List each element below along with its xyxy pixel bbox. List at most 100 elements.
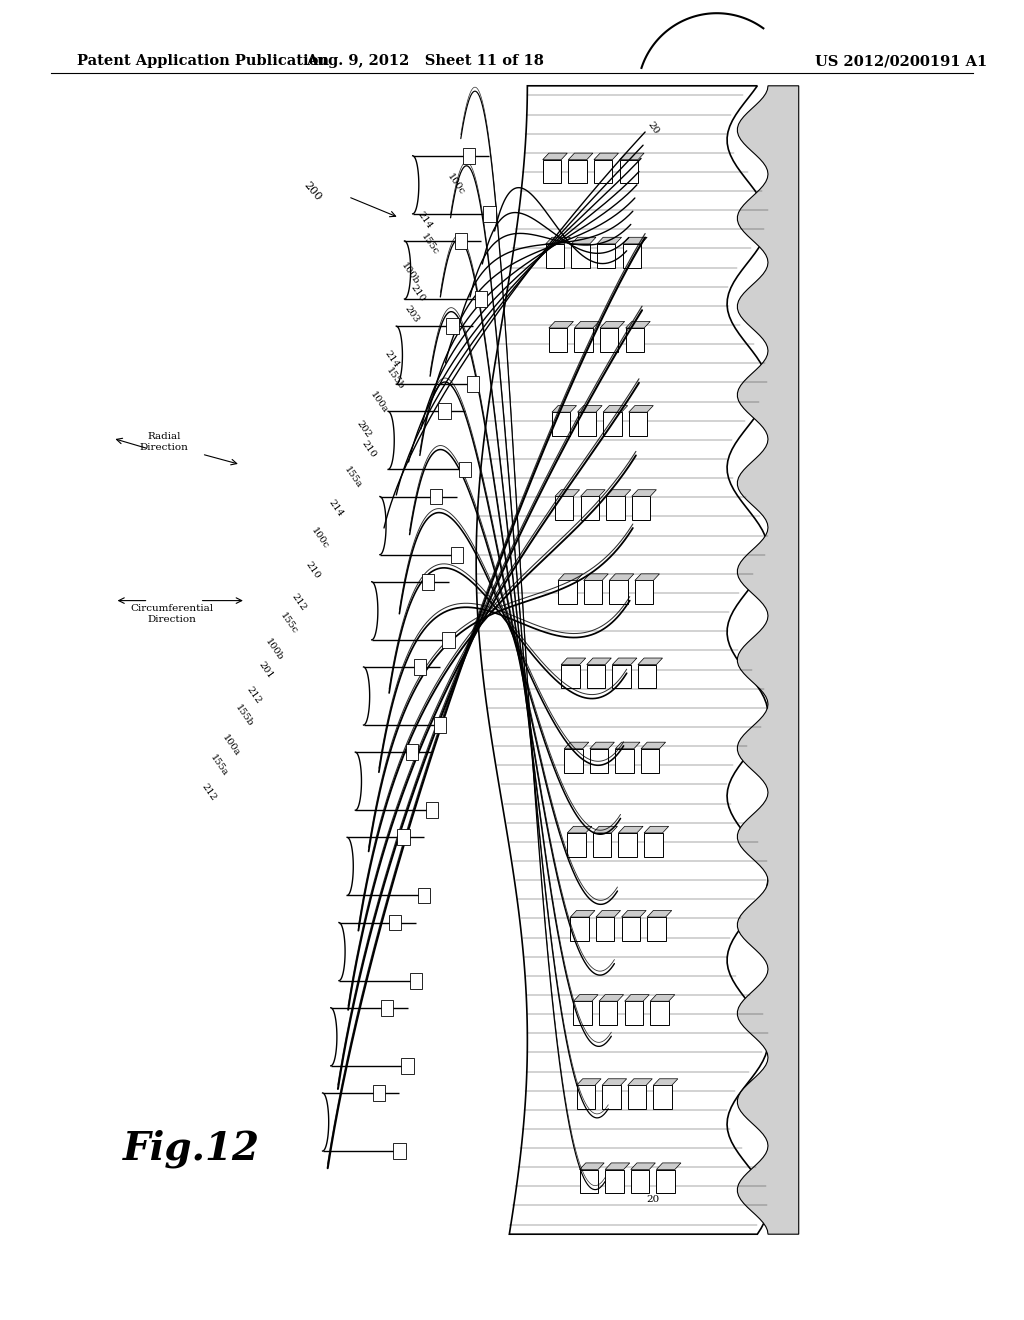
Polygon shape [543,153,567,160]
Polygon shape [597,238,622,244]
Polygon shape [626,321,650,327]
Text: 20: 20 [646,120,660,136]
Polygon shape [635,574,659,581]
Polygon shape [644,833,663,857]
Polygon shape [573,1001,592,1024]
Text: US 2012/0200191 A1: US 2012/0200191 A1 [815,54,987,69]
Text: 100a: 100a [220,734,241,758]
Polygon shape [578,412,596,436]
Polygon shape [622,911,646,917]
Polygon shape [618,833,637,857]
Text: 155c: 155c [279,611,299,635]
Text: 214: 214 [383,348,401,370]
Polygon shape [584,574,608,581]
Polygon shape [397,829,410,845]
Polygon shape [574,321,599,327]
Polygon shape [567,826,592,833]
Polygon shape [593,826,617,833]
Text: 210: 210 [409,282,427,304]
Polygon shape [446,318,459,334]
Polygon shape [599,1001,617,1024]
Polygon shape [647,911,672,917]
Polygon shape [599,995,624,1001]
Polygon shape [609,574,634,581]
Polygon shape [597,244,615,268]
Polygon shape [628,1085,646,1109]
Polygon shape [568,153,593,160]
Polygon shape [593,833,611,857]
Text: 100c: 100c [445,173,466,197]
Polygon shape [602,1085,621,1109]
Text: 100b: 100b [263,636,286,663]
Polygon shape [625,995,649,1001]
Polygon shape [475,292,487,308]
Polygon shape [373,1085,385,1101]
Polygon shape [638,657,663,665]
Text: 212: 212 [245,685,263,706]
Polygon shape [410,973,422,989]
Polygon shape [605,1163,630,1170]
Polygon shape [577,1078,601,1085]
Text: 212: 212 [290,591,308,612]
Polygon shape [622,917,640,941]
Polygon shape [426,803,438,818]
Polygon shape [570,917,589,941]
Polygon shape [600,327,618,351]
Polygon shape [615,748,634,772]
Polygon shape [602,1078,627,1085]
Polygon shape [546,238,570,244]
Text: 155a: 155a [343,466,364,490]
Polygon shape [483,206,496,222]
Text: 100a: 100a [369,391,389,414]
Polygon shape [638,665,656,689]
Polygon shape [635,581,653,605]
Text: Patent Application Publication: Patent Application Publication [77,54,329,69]
Polygon shape [656,1163,681,1170]
Polygon shape [612,665,631,689]
Polygon shape [476,86,768,1234]
Polygon shape [587,657,611,665]
Text: Radial
Direction: Radial Direction [139,433,188,451]
Polygon shape [434,717,446,733]
Polygon shape [629,405,653,412]
Polygon shape [596,917,614,941]
Text: 202: 202 [354,418,373,440]
Text: 100c: 100c [309,527,330,550]
Polygon shape [414,659,426,675]
Polygon shape [647,917,666,941]
Text: 203: 203 [402,304,421,325]
Polygon shape [567,833,586,857]
Polygon shape [620,153,644,160]
Polygon shape [467,376,479,392]
Polygon shape [549,327,567,351]
Polygon shape [558,574,583,581]
Polygon shape [578,405,602,412]
Polygon shape [459,462,471,478]
Polygon shape [653,1078,678,1085]
Polygon shape [570,911,595,917]
Polygon shape [581,496,599,520]
Polygon shape [571,238,596,244]
Polygon shape [568,160,587,183]
Text: 210: 210 [359,438,378,459]
Text: 214: 214 [416,210,434,231]
Polygon shape [389,915,401,931]
Polygon shape [603,412,622,436]
Polygon shape [623,244,641,268]
Polygon shape [581,490,605,496]
Polygon shape [641,748,659,772]
Polygon shape [656,1170,675,1193]
Polygon shape [552,412,570,436]
Polygon shape [555,490,580,496]
Polygon shape [737,86,799,1234]
Text: Circumferential
Direction: Circumferential Direction [130,605,214,623]
Polygon shape [612,657,637,665]
Polygon shape [552,405,577,412]
Polygon shape [393,1143,406,1159]
Polygon shape [438,404,451,420]
Text: 155b: 155b [232,702,255,729]
Polygon shape [574,327,593,351]
Polygon shape [609,581,628,605]
Text: 212: 212 [200,781,218,803]
Polygon shape [590,748,608,772]
